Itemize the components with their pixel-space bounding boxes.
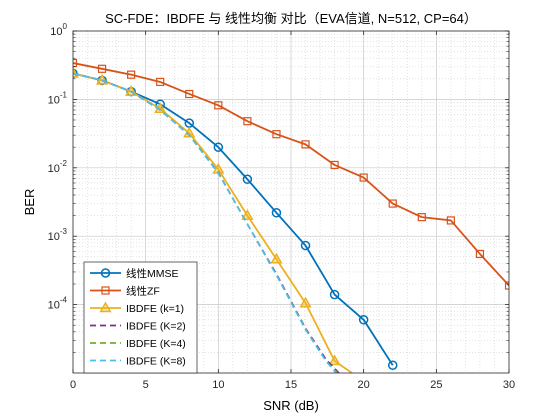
legend-label: IBDFE (K=8) — [126, 356, 186, 368]
data-point — [330, 160, 339, 170]
y-tick-label: 10-1 — [48, 90, 68, 106]
data-point — [387, 360, 398, 370]
data-point — [156, 77, 165, 87]
legend-label: IBDFE (K=4) — [126, 338, 186, 350]
x-tick-label: 25 — [430, 379, 442, 391]
data-point — [185, 89, 194, 99]
series-group — [73, 58, 509, 373]
series-line — [73, 72, 337, 373]
x-tick-label: 15 — [285, 379, 297, 391]
data-point — [97, 64, 107, 73]
data-point — [127, 70, 136, 79]
series-1 — [73, 58, 509, 290]
y-axis-label: BER — [22, 189, 37, 216]
x-tick-label: 10 — [212, 379, 224, 391]
x-axis-label: SNR (dB) — [263, 398, 319, 413]
data-point — [504, 281, 509, 290]
data-point — [328, 354, 341, 366]
series-5 — [73, 72, 337, 373]
data-point — [242, 174, 253, 185]
y-tick-label: 10-3 — [48, 227, 68, 243]
data-point — [271, 208, 282, 218]
data-point — [299, 296, 312, 308]
x-tick-label: 5 — [143, 379, 149, 391]
y-tick-label: 10-4 — [48, 296, 68, 312]
series-line — [73, 62, 509, 287]
x-tick-label: 30 — [503, 379, 515, 391]
legend-marker — [99, 301, 112, 313]
axis-ticks: 0 5 10 15 20 25 30 100 10-1 10-2 10-3 10-4 — [48, 22, 516, 391]
data-point — [214, 101, 223, 110]
data-point — [358, 315, 369, 325]
x-tick-label: 20 — [358, 379, 370, 391]
legend-label: 线性ZF — [126, 285, 160, 298]
y-tick-label: 10-2 — [48, 159, 68, 175]
y-tick-label: 100 — [50, 22, 67, 38]
data-point — [475, 249, 485, 259]
data-point — [359, 173, 368, 182]
chart-title: SC-FDE：IBDFE 与 线性均衡 对比（EVA信道, N=512, CP=… — [105, 11, 477, 26]
data-point — [417, 213, 426, 222]
data-point — [388, 199, 397, 208]
data-point — [329, 289, 340, 300]
legend-label: IBDFE (K=2) — [126, 321, 186, 333]
legend-box — [83, 261, 198, 374]
data-point — [300, 240, 311, 251]
legend-marker — [100, 268, 111, 278]
legend-label: 线性MMSE — [126, 267, 179, 280]
data-point — [270, 252, 283, 264]
data-point — [73, 66, 80, 78]
x-tick-label: 0 — [70, 379, 76, 391]
data-point — [301, 140, 310, 149]
data-point — [213, 142, 224, 152]
data-point — [73, 68, 78, 79]
data-point — [446, 216, 455, 225]
legend-marker — [101, 286, 110, 295]
data-point — [73, 58, 78, 68]
data-point — [241, 209, 254, 220]
data-point — [272, 130, 281, 139]
legend: 线性MMSE 线性ZF IBDFE (k=1) IBDFE (K=2) IBDFE (K… — [83, 261, 198, 374]
data-point — [243, 117, 252, 126]
legend-label: IBDFE (k=1) — [126, 303, 184, 315]
